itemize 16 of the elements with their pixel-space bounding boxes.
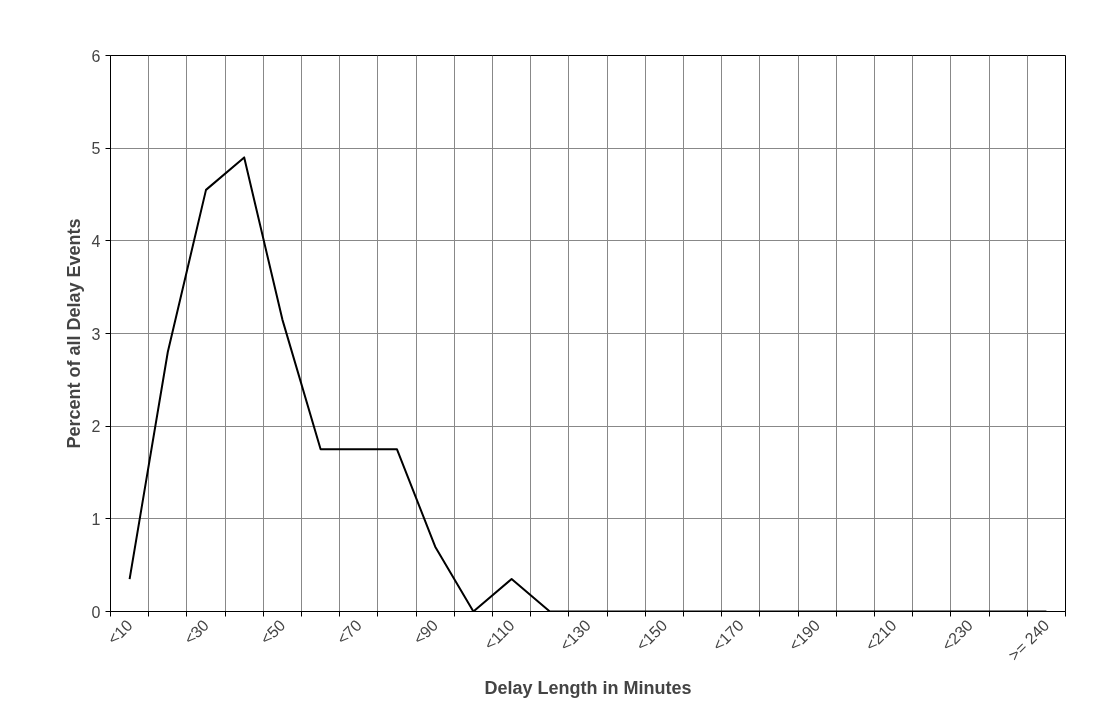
y-tick-label: 4: [91, 232, 101, 250]
y-tick-label: 1: [91, 510, 101, 528]
y-tick-label: 3: [91, 325, 101, 343]
x-tick-label: <30: [180, 616, 213, 648]
y-tick-label: 5: [91, 140, 101, 158]
x-axis-title: Delay Length in Minutes: [484, 677, 692, 698]
y-axis-title: Percent of all Delay Events: [63, 218, 84, 449]
x-tick-label: <50: [257, 616, 289, 648]
y-tick-label: 6: [91, 47, 101, 65]
x-tick-label: <10: [104, 616, 136, 648]
y-tick-label: 0: [91, 603, 101, 621]
x-tick-label: <90: [410, 616, 442, 648]
x-tick-label: <70: [333, 616, 365, 648]
x-tick-label: >= 240: [1005, 616, 1053, 664]
x-tick-label: <110: [480, 616, 518, 654]
y-tick-label: 2: [91, 418, 101, 436]
